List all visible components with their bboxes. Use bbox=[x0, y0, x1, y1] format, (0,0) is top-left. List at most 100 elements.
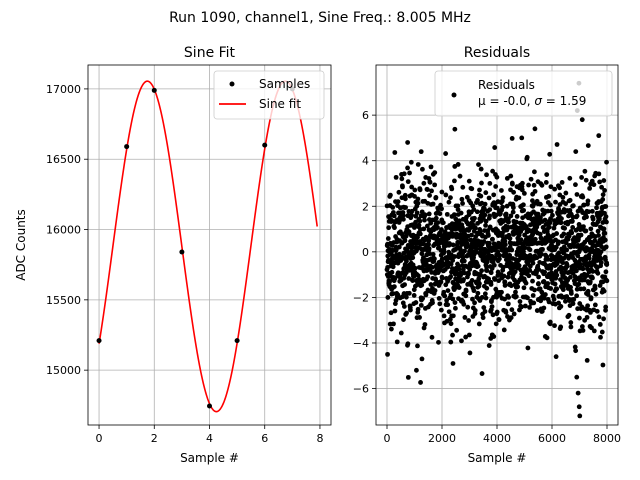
residual-point bbox=[482, 291, 488, 297]
residual-point bbox=[574, 213, 580, 219]
residuals-ytick-label: −4 bbox=[353, 337, 369, 350]
residual-point bbox=[532, 287, 537, 293]
residual-point bbox=[603, 269, 609, 275]
residual-point bbox=[534, 224, 540, 230]
residual-point bbox=[573, 348, 579, 354]
residual-point bbox=[603, 244, 609, 250]
residual-point bbox=[466, 332, 472, 338]
residual-point bbox=[584, 214, 589, 220]
residual-point bbox=[546, 193, 552, 199]
sine-fit-legend: Samples Sine fit bbox=[213, 70, 325, 120]
residual-point bbox=[510, 205, 516, 211]
residual-point bbox=[567, 197, 573, 203]
residual-point bbox=[593, 291, 599, 297]
residual-point bbox=[473, 225, 478, 231]
residual-point bbox=[503, 309, 509, 315]
residual-point bbox=[592, 302, 598, 308]
residual-point bbox=[558, 303, 564, 309]
residual-point bbox=[419, 356, 425, 362]
residual-point bbox=[566, 233, 572, 239]
residual-point bbox=[592, 286, 598, 291]
residual-point bbox=[544, 335, 550, 341]
residual-point bbox=[471, 207, 477, 212]
residual-point bbox=[415, 200, 421, 206]
residual-point bbox=[530, 260, 536, 266]
residual-point bbox=[407, 170, 412, 176]
residual-point bbox=[488, 282, 494, 287]
residual-point bbox=[469, 278, 475, 283]
residuals-ytick-label: 2 bbox=[362, 200, 369, 213]
residual-point bbox=[415, 162, 421, 167]
sine-fit-xtick-label: 2 bbox=[151, 432, 158, 445]
residual-point bbox=[564, 247, 570, 253]
residual-point bbox=[487, 181, 493, 186]
residual-point bbox=[601, 178, 607, 183]
residual-point bbox=[591, 328, 597, 334]
residual-point bbox=[523, 280, 529, 286]
residual-point bbox=[476, 276, 482, 282]
residual-point bbox=[493, 184, 499, 189]
residual-point bbox=[476, 162, 481, 168]
sample-point bbox=[151, 87, 157, 93]
sine-fit-ytick-label: 15000 bbox=[46, 364, 81, 377]
residuals-ytick-label: −2 bbox=[353, 291, 369, 304]
residual-point bbox=[388, 192, 393, 198]
residual-point bbox=[566, 312, 572, 318]
residual-point bbox=[405, 165, 410, 171]
residual-point bbox=[506, 219, 511, 225]
residual-point bbox=[574, 268, 579, 274]
residual-point bbox=[479, 180, 484, 186]
sample-point bbox=[179, 249, 185, 255]
residual-point bbox=[463, 288, 469, 294]
residual-point bbox=[551, 225, 557, 231]
residual-point bbox=[514, 219, 519, 225]
sine-fit-ticks: 0 2 4 6 8 15000 15500 16000 16500 17000 bbox=[46, 83, 323, 445]
residual-point bbox=[415, 306, 421, 312]
residual-point bbox=[527, 247, 533, 253]
residual-point bbox=[472, 215, 477, 221]
residual-point bbox=[400, 216, 406, 222]
residual-point bbox=[452, 254, 458, 259]
residual-point bbox=[435, 225, 440, 230]
residual-point bbox=[587, 185, 593, 191]
residual-point bbox=[450, 332, 455, 338]
residual-point bbox=[494, 309, 500, 315]
residual-point bbox=[437, 301, 443, 307]
residual-point bbox=[508, 315, 514, 321]
residual-point bbox=[493, 321, 499, 327]
residual-point bbox=[422, 322, 428, 327]
residual-point bbox=[480, 315, 486, 321]
residual-point bbox=[470, 296, 475, 302]
residual-point bbox=[427, 179, 433, 185]
residual-point bbox=[555, 239, 561, 245]
residual-point bbox=[408, 307, 413, 313]
residual-point bbox=[404, 258, 409, 264]
residual-point bbox=[556, 250, 562, 256]
residual-point bbox=[402, 196, 408, 202]
residuals-plot-area bbox=[384, 80, 610, 419]
sample-point bbox=[96, 338, 102, 344]
residual-point bbox=[457, 173, 463, 179]
residual-point bbox=[467, 350, 473, 356]
legend-stats-mean: μ = -0.0, bbox=[478, 94, 534, 108]
sine-fit-axes: Sine Fit 0 2 4 6 81500015500160001650017000 … bbox=[14, 45, 332, 465]
residual-point bbox=[483, 223, 488, 228]
residual-point bbox=[456, 285, 462, 290]
residual-point bbox=[461, 277, 466, 282]
residual-point bbox=[401, 250, 407, 256]
residual-point bbox=[577, 261, 583, 267]
residual-point bbox=[586, 255, 592, 261]
residual-point bbox=[563, 190, 569, 196]
residual-point bbox=[422, 217, 427, 223]
residual-point bbox=[528, 176, 534, 182]
residual-point bbox=[583, 177, 589, 183]
residual-point bbox=[418, 149, 424, 155]
residual-point bbox=[569, 230, 575, 236]
residual-point bbox=[466, 271, 471, 277]
residual-point bbox=[442, 293, 448, 299]
residual-point bbox=[522, 303, 528, 309]
residual-point bbox=[449, 186, 455, 192]
residual-point bbox=[437, 211, 443, 217]
residual-point bbox=[604, 262, 610, 268]
residual-point bbox=[412, 187, 418, 193]
